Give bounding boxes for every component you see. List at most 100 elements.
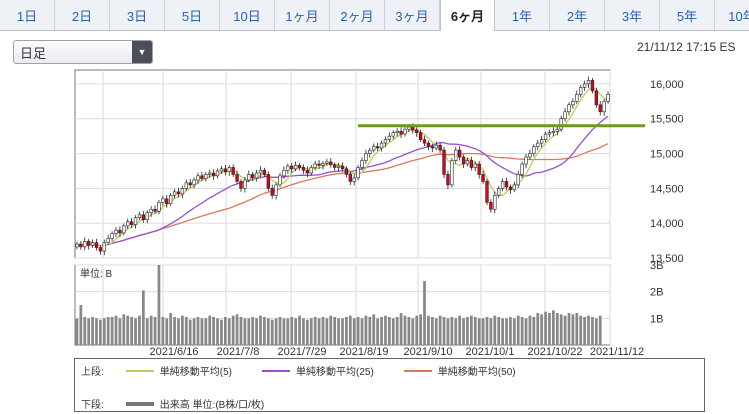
candle-body [325,161,329,164]
volume-bar [91,317,94,345]
candle-body [317,163,321,166]
y-tick-label: 14,500 [650,183,684,195]
tab-9[interactable]: 1年 [495,0,550,30]
candle-body [606,94,610,102]
volume-tick-label: 2B [650,287,663,299]
candle-body [473,163,477,168]
tab-3[interactable]: 5日 [165,0,220,30]
volume-bar [309,318,313,345]
volume-bar [380,317,383,345]
candle-body [567,104,571,113]
legend-ma25: 単純移動平均(25) [262,363,374,378]
tab-0[interactable]: 1日 [0,0,55,30]
volume-bar [231,315,235,345]
volume-bar [87,318,91,345]
interval-select[interactable]: 日足 ▼ [13,40,153,64]
volume-bar [141,290,145,345]
legend-ma50-swatch [403,369,432,372]
volume-bar [227,318,231,345]
candle-body [297,165,302,168]
legend-ma5: 単純移動平均(5) [125,363,232,378]
volume-bar [102,318,106,345]
x-tick-label: 2021/9/10 [404,346,453,358]
volume-bar [407,317,411,345]
volume-bar [509,317,512,345]
candle-body [133,217,138,225]
candle-body [356,167,360,179]
tab-8[interactable]: 6ヶ月 [440,0,495,31]
volume-bar [587,315,590,345]
volume-bar [188,319,192,345]
candle-body [258,169,263,174]
candle-body [176,191,181,195]
legend-ma5-swatch [125,369,154,372]
volume-bar [192,318,196,345]
volume-tick-label: 3B [650,260,663,272]
volume-bar [536,313,540,345]
volume-bar [583,317,586,345]
candle-body [411,126,415,131]
volume-bar [532,317,536,345]
volume-bar [169,313,173,345]
candle-body [372,146,376,151]
volume-bar [528,315,532,345]
tab-7[interactable]: 3ヶ月 [385,0,440,30]
volume-bar [282,318,286,345]
candle-body [594,90,598,106]
volume-bar [325,318,329,345]
tab-11[interactable]: 3年 [605,0,660,30]
candle-body [192,179,196,186]
volume-bar [458,315,462,345]
candle-body [504,181,509,188]
tab-2[interactable]: 3日 [110,0,165,30]
volume-bar [130,317,133,345]
candle-body [87,240,91,246]
tab-6[interactable]: 2ヶ月 [330,0,385,30]
candle-body [551,130,556,133]
volume-bar [270,319,274,345]
volume-bar [302,318,305,345]
volume-bar [75,318,79,345]
candle-body [165,198,169,204]
tab-4[interactable]: 10日 [220,0,275,30]
legend-lower-row: 下段: 出来高 単位:(B株/口/枚) [81,396,294,411]
volume-bar [259,315,262,345]
volume-bar [165,318,169,345]
candle-body [114,229,118,234]
volume-bar [286,318,290,345]
volume-bar [384,315,387,345]
candle-body [469,160,474,168]
legend-volume-label: 出来高 単位:(B株/口/枚) [159,400,265,411]
volume-bar [598,315,602,345]
candle-body [559,118,563,130]
candle-body [208,172,212,175]
candle-body [532,146,536,154]
volume-bar [544,311,547,345]
candle-body [301,167,306,171]
candle-body [282,169,286,177]
volume-bar [329,315,333,345]
candle-body [512,184,516,191]
interval-select-value: 日足 [20,45,47,61]
volume-bar [477,318,481,345]
candle-body [204,174,208,179]
candles [75,76,610,256]
candle-body [395,130,399,133]
volume-bar [99,319,102,345]
volume-bar [520,317,524,345]
volume-bar [395,317,399,345]
tab-10[interactable]: 2年 [550,0,605,30]
candle-body [383,139,388,144]
candle-body [309,167,313,174]
volume-bar [173,317,176,345]
tab-12[interactable]: 5年 [660,0,715,30]
candle-body [477,163,481,175]
candle-body [102,242,106,252]
volume-bar [419,314,422,345]
chevron-down-icon[interactable]: ▼ [132,41,152,63]
tab-5[interactable]: 1ヶ月 [275,0,330,30]
tab-1[interactable]: 2日 [55,0,110,30]
volume-bar [145,318,149,345]
tab-13[interactable]: 10年 [715,0,749,30]
candle-body [137,214,142,218]
